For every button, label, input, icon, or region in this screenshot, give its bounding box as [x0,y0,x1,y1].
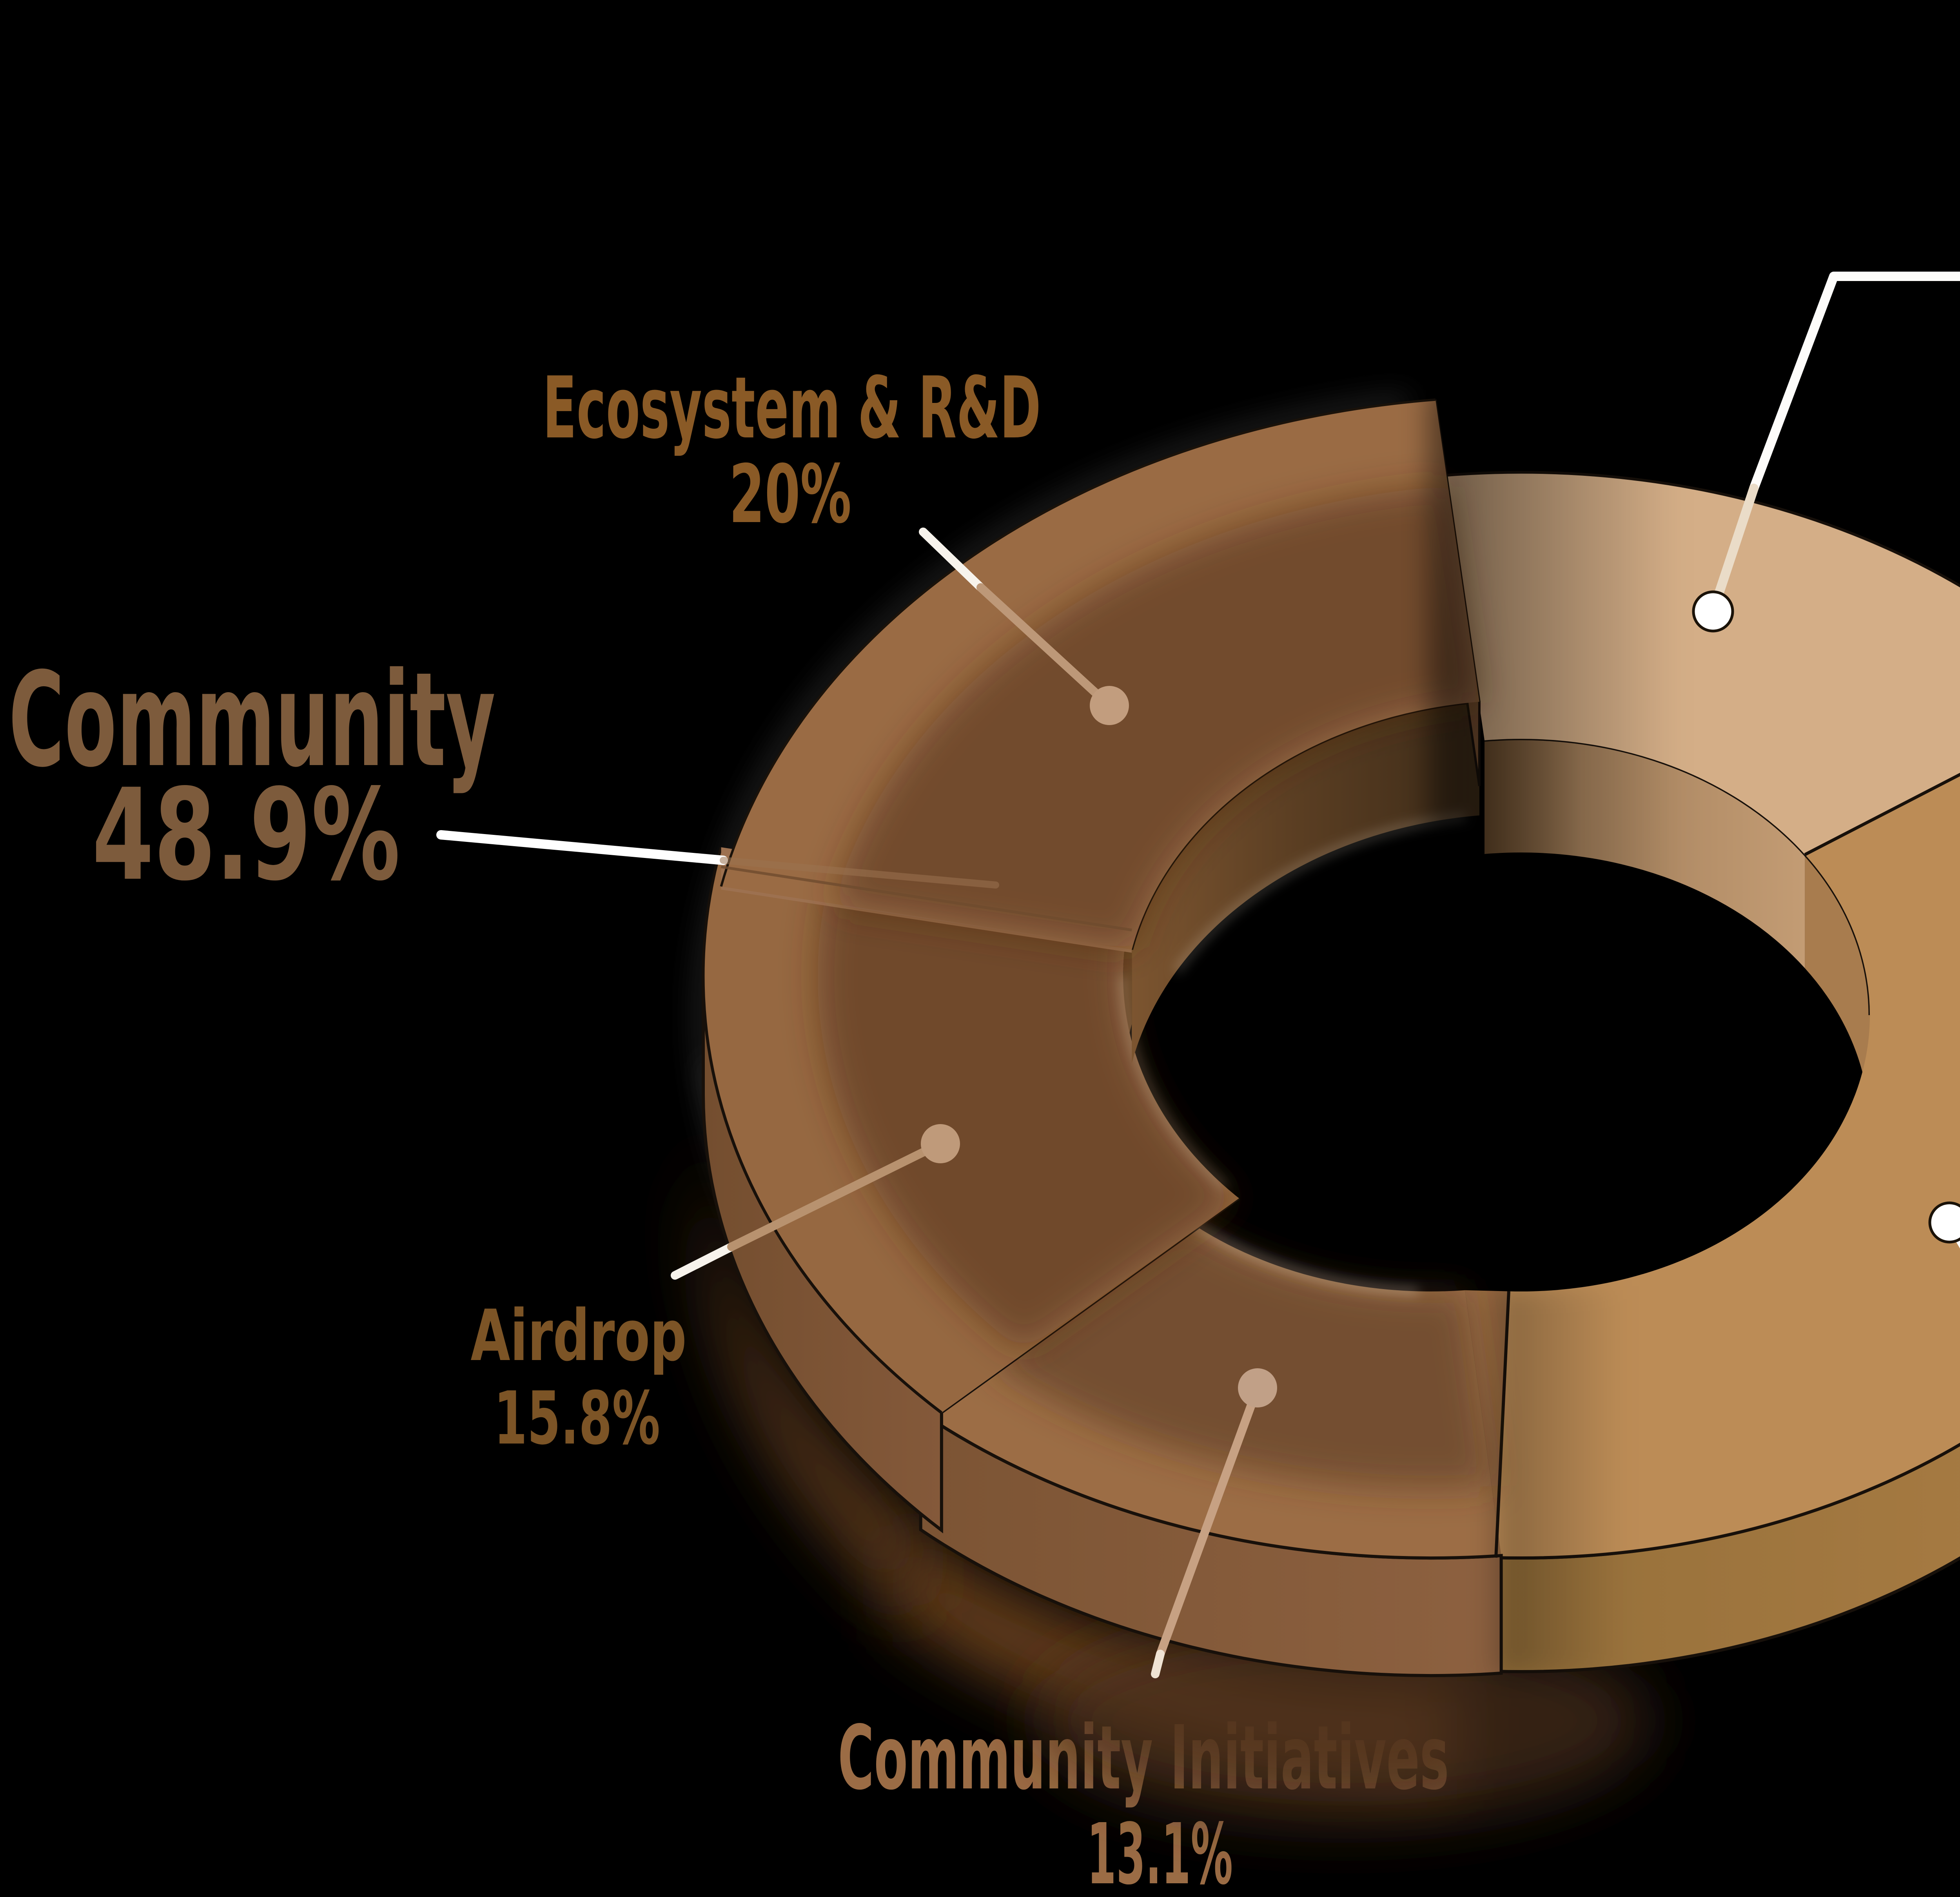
leader-community [436,830,728,865]
edge-airdrop-outer [702,847,943,1414]
edge-ecosystem-inner [1130,700,1480,950]
leader-lines-and-dots [436,272,1960,1678]
leader-community-initiatives [1156,1384,1262,1658]
dot-ecosystem [1090,686,1129,725]
label-community-value: 48.9% [92,762,400,909]
shadow-on-investors [1496,1286,1626,1678]
leader-airdrop [671,1242,736,1280]
leader-initial-core-contributors [1749,272,1960,493]
edge-airdrop-ecosystem-boundary [721,865,1132,932]
shadow-on-icc [1430,388,1681,1133]
dot-investors [1928,1201,1960,1244]
label-ecosystem: Ecosystem & R&D 20% [543,359,1041,541]
edge-ci-outer [920,1411,1501,1560]
label-ecosystem-value: 20% [729,448,851,541]
label-airdrop-value: 15.8% [494,1376,660,1461]
slice-ecosystem-shade [833,486,1479,950]
dot-community-initiatives [1238,1368,1277,1407]
edge-investors-outer [1495,1442,1960,1560]
leader-community-2 [720,857,999,889]
edge-investors-inner [1804,854,1871,1016]
leader-initial-core-contributors-2 [1713,484,1759,600]
label-community-initiatives-value: 13.1% [1087,1806,1233,1897]
donut-3d [697,388,1960,1823]
label-community: Community 48.9% [9,645,495,909]
leader-airdrop-2 [727,1139,945,1251]
edge-ecosystem-outer [720,398,1436,887]
edge-icc-investors-boundary [1804,773,1960,856]
dot-airdrop [921,1124,960,1163]
fringe-glow-ci [1191,1221,1418,1294]
slice-investors-innerwall [1805,854,1870,1129]
leader-community-initiatives-2 [1151,1650,1165,1678]
slice-airdrop-shade [817,865,1239,1352]
label-airdrop: Airdrop 15.8% [471,1295,687,1461]
dot-initial-core-contributors [1692,590,1734,633]
leader-ecosystem [919,528,985,592]
wedge-drop-shadow-2 [704,1127,913,1618]
slice-labels: Initial Core Contributors 16.8% Investor… [9,359,1041,1461]
leader-ecosystem-2 [976,583,1114,710]
label-airdrop-name: Airdrop [471,1295,687,1377]
fringe-glow-air [1121,976,1227,1189]
label-community-name: Community [9,645,495,796]
slice-ecosystem-innerwall [1132,702,1479,1063]
fringe-glow-eco [1174,814,1466,973]
label-ecosystem-name: Ecosystem & R&D [543,359,1041,458]
